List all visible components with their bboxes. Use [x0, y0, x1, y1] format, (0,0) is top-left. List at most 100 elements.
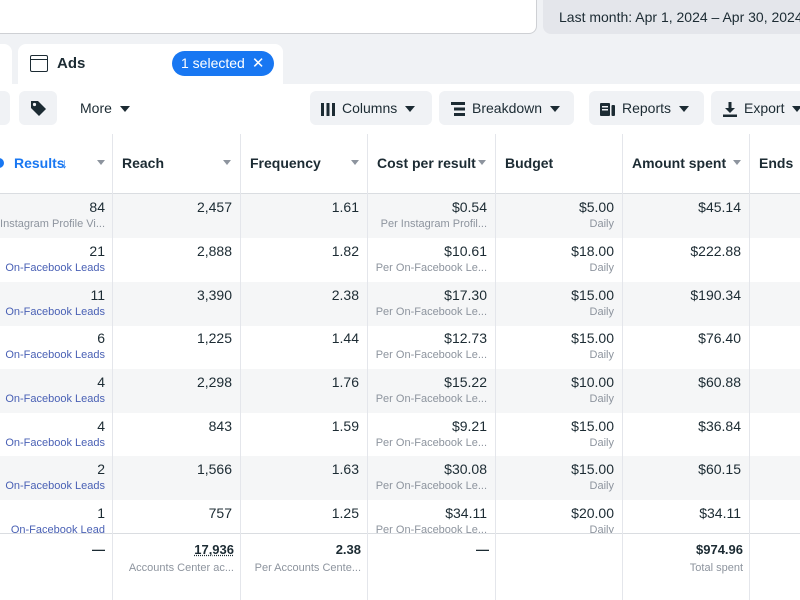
- budget-cell: $5.00 Daily: [578, 199, 614, 230]
- selected-pill[interactable]: 1 selected ✕: [172, 51, 275, 76]
- more-button[interactable]: More: [80, 91, 130, 125]
- results-cell: 84 Instagram Profile Vi...: [0, 199, 105, 230]
- column-header-frequency[interactable]: Frequency: [250, 134, 362, 192]
- spent-cell: $222.88: [690, 243, 741, 259]
- column-header-amount-spent[interactable]: Amount spent: [632, 134, 744, 192]
- column-divider: [240, 134, 241, 600]
- cost-cell: $30.08 Per On-Facebook Le...: [375, 461, 487, 492]
- table-row[interactable]: 84 Instagram Profile Vi... 2,457 1.61 $0.…: [0, 194, 800, 238]
- frequency-cell: 1.63: [331, 461, 359, 477]
- column-divider: [622, 134, 623, 600]
- spent-cell: $45.14: [698, 199, 741, 215]
- budget-cell: $10.00 Daily: [571, 374, 614, 405]
- tag-icon: [31, 101, 46, 116]
- breakdown-button[interactable]: Breakdown: [439, 91, 574, 125]
- reach-cell: 2,298: [196, 374, 232, 390]
- column-header-results[interactable]: Results ↓: [0, 134, 112, 192]
- column-header-budget-label: Budget: [505, 155, 554, 171]
- tag-button[interactable]: [19, 91, 57, 125]
- reports-button[interactable]: Reports: [589, 91, 704, 125]
- column-header-ends[interactable]: Ends: [759, 134, 800, 192]
- caret-down-icon: [550, 106, 561, 113]
- tab-ads-label: Ads: [57, 55, 86, 72]
- table-row[interactable]: 2 On-Facebook Leads 1,566 1.63 $30.08 Per …: [0, 456, 800, 500]
- total-cost: —: [476, 542, 489, 557]
- frequency-cell: 1.61: [331, 199, 359, 215]
- export-label: Export: [744, 100, 785, 116]
- close-icon[interactable]: ✕: [251, 55, 265, 72]
- tab-ads[interactable]: Ads 1 selected ✕: [18, 44, 283, 84]
- caret-down-icon: [792, 106, 800, 113]
- top-bar: Last month: Apr 1, 2024 – Apr 30, 2024: [0, 0, 800, 40]
- frequency-cell: 1.59: [331, 418, 359, 434]
- tab-ad-sets[interactable]: [0, 44, 12, 84]
- table-row[interactable]: 4 On-Facebook Leads 2,298 1.76 $15.22 Per …: [0, 369, 800, 413]
- table-row[interactable]: 4 On-Facebook Leads 843 1.59 $9.21 Per On-…: [0, 413, 800, 457]
- columns-label: Columns: [342, 100, 398, 116]
- reach-cell: 3,390: [196, 287, 232, 303]
- date-range-picker[interactable]: Last month: Apr 1, 2024 – Apr 30, 2024: [543, 0, 800, 34]
- results-cell: 2 On-Facebook Leads: [5, 461, 105, 492]
- column-header-budget[interactable]: Budget: [505, 134, 617, 192]
- ads-table: Results ↓ Reach Frequency Cost per resul…: [0, 134, 800, 600]
- edit-button[interactable]: [0, 91, 10, 125]
- more-label: More: [80, 100, 112, 116]
- table-header: Results ↓ Reach Frequency Cost per resul…: [0, 134, 800, 194]
- tab-row: Ads 1 selected ✕: [0, 40, 800, 84]
- spent-cell: $60.15: [698, 461, 741, 477]
- column-divider: [367, 134, 368, 600]
- column-header-ends-label: Ends: [759, 155, 794, 171]
- download-icon: [723, 101, 737, 117]
- total-spent: $974.96 Total spent: [689, 542, 743, 575]
- results-cell: 4 On-Facebook Leads: [5, 418, 105, 449]
- total-reach: 17,936 Accounts Center ac...: [128, 542, 234, 575]
- sort-icon[interactable]: [97, 160, 105, 165]
- column-header-results-label: Results: [14, 155, 65, 171]
- results-cell: 21 On-Facebook Leads: [5, 243, 105, 274]
- table-row[interactable]: 21 On-Facebook Leads 2,888 1.82 $10.61 Per…: [0, 238, 800, 282]
- selected-count: 1 selected: [181, 55, 245, 71]
- frequency-cell: 1.76: [331, 374, 359, 390]
- table-row[interactable]: 6 On-Facebook Leads 1,225 1.44 $12.73 Per …: [0, 325, 800, 369]
- frequency-cell: 1.82: [331, 243, 359, 259]
- sort-icon[interactable]: [223, 160, 231, 165]
- frequency-cell: 1.25: [331, 505, 359, 521]
- cost-cell: $34.11 Per On-Facebook Le...: [375, 505, 487, 533]
- column-header-reach[interactable]: Reach: [122, 134, 234, 192]
- results-cell: 1 On-Facebook Lead: [10, 505, 105, 533]
- caret-down-icon: [679, 106, 690, 113]
- column-header-frequency-label: Frequency: [250, 155, 321, 171]
- table-totals-row: — 17,936 Accounts Center ac... 2.38 Per Ac…: [0, 533, 800, 600]
- sort-icon[interactable]: [351, 160, 359, 165]
- info-icon: [0, 158, 4, 168]
- reach-cell: 843: [208, 418, 232, 434]
- table-row[interactable]: 1 On-Facebook Lead 757 1.25 $34.11 Per On-…: [0, 500, 800, 533]
- cost-cell: $0.54 Per Instagram Profil...: [380, 199, 487, 230]
- search-bar[interactable]: [0, 0, 537, 34]
- spent-cell: $36.84: [698, 418, 741, 434]
- spent-cell: $190.34: [690, 287, 741, 303]
- budget-cell: $15.00 Daily: [571, 330, 614, 361]
- cost-cell: $12.73 Per On-Facebook Le...: [375, 330, 487, 361]
- budget-cell: $20.00 Daily: [571, 505, 614, 533]
- column-divider: [749, 134, 750, 600]
- spent-cell: $60.88: [698, 374, 741, 390]
- reach-cell: 1,225: [196, 330, 232, 346]
- toolbar: More Columns Breakdown Reports Export: [0, 84, 800, 134]
- sort-icon[interactable]: [478, 160, 486, 165]
- reports-label: Reports: [622, 100, 672, 116]
- sort-icon[interactable]: [733, 160, 741, 165]
- columns-icon: [321, 102, 335, 116]
- frequency-cell: 1.44: [331, 330, 359, 346]
- spent-cell: $76.40: [698, 330, 741, 346]
- columns-button[interactable]: Columns: [310, 91, 432, 125]
- reach-cell: 1,566: [196, 461, 232, 477]
- budget-cell: $15.00 Daily: [571, 418, 614, 449]
- reach-cell: 2,888: [196, 243, 232, 259]
- export-button[interactable]: Export: [711, 91, 800, 125]
- table-row[interactable]: 11 On-Facebook Leads 3,390 2.38 $17.30 Per…: [0, 282, 800, 326]
- total-frequency: 2.38 Per Accounts Cente...: [254, 542, 361, 575]
- results-cell: 4 On-Facebook Leads: [5, 374, 105, 405]
- budget-cell: $18.00 Daily: [571, 243, 614, 274]
- column-header-cost-per-result[interactable]: Cost per result: [377, 134, 489, 192]
